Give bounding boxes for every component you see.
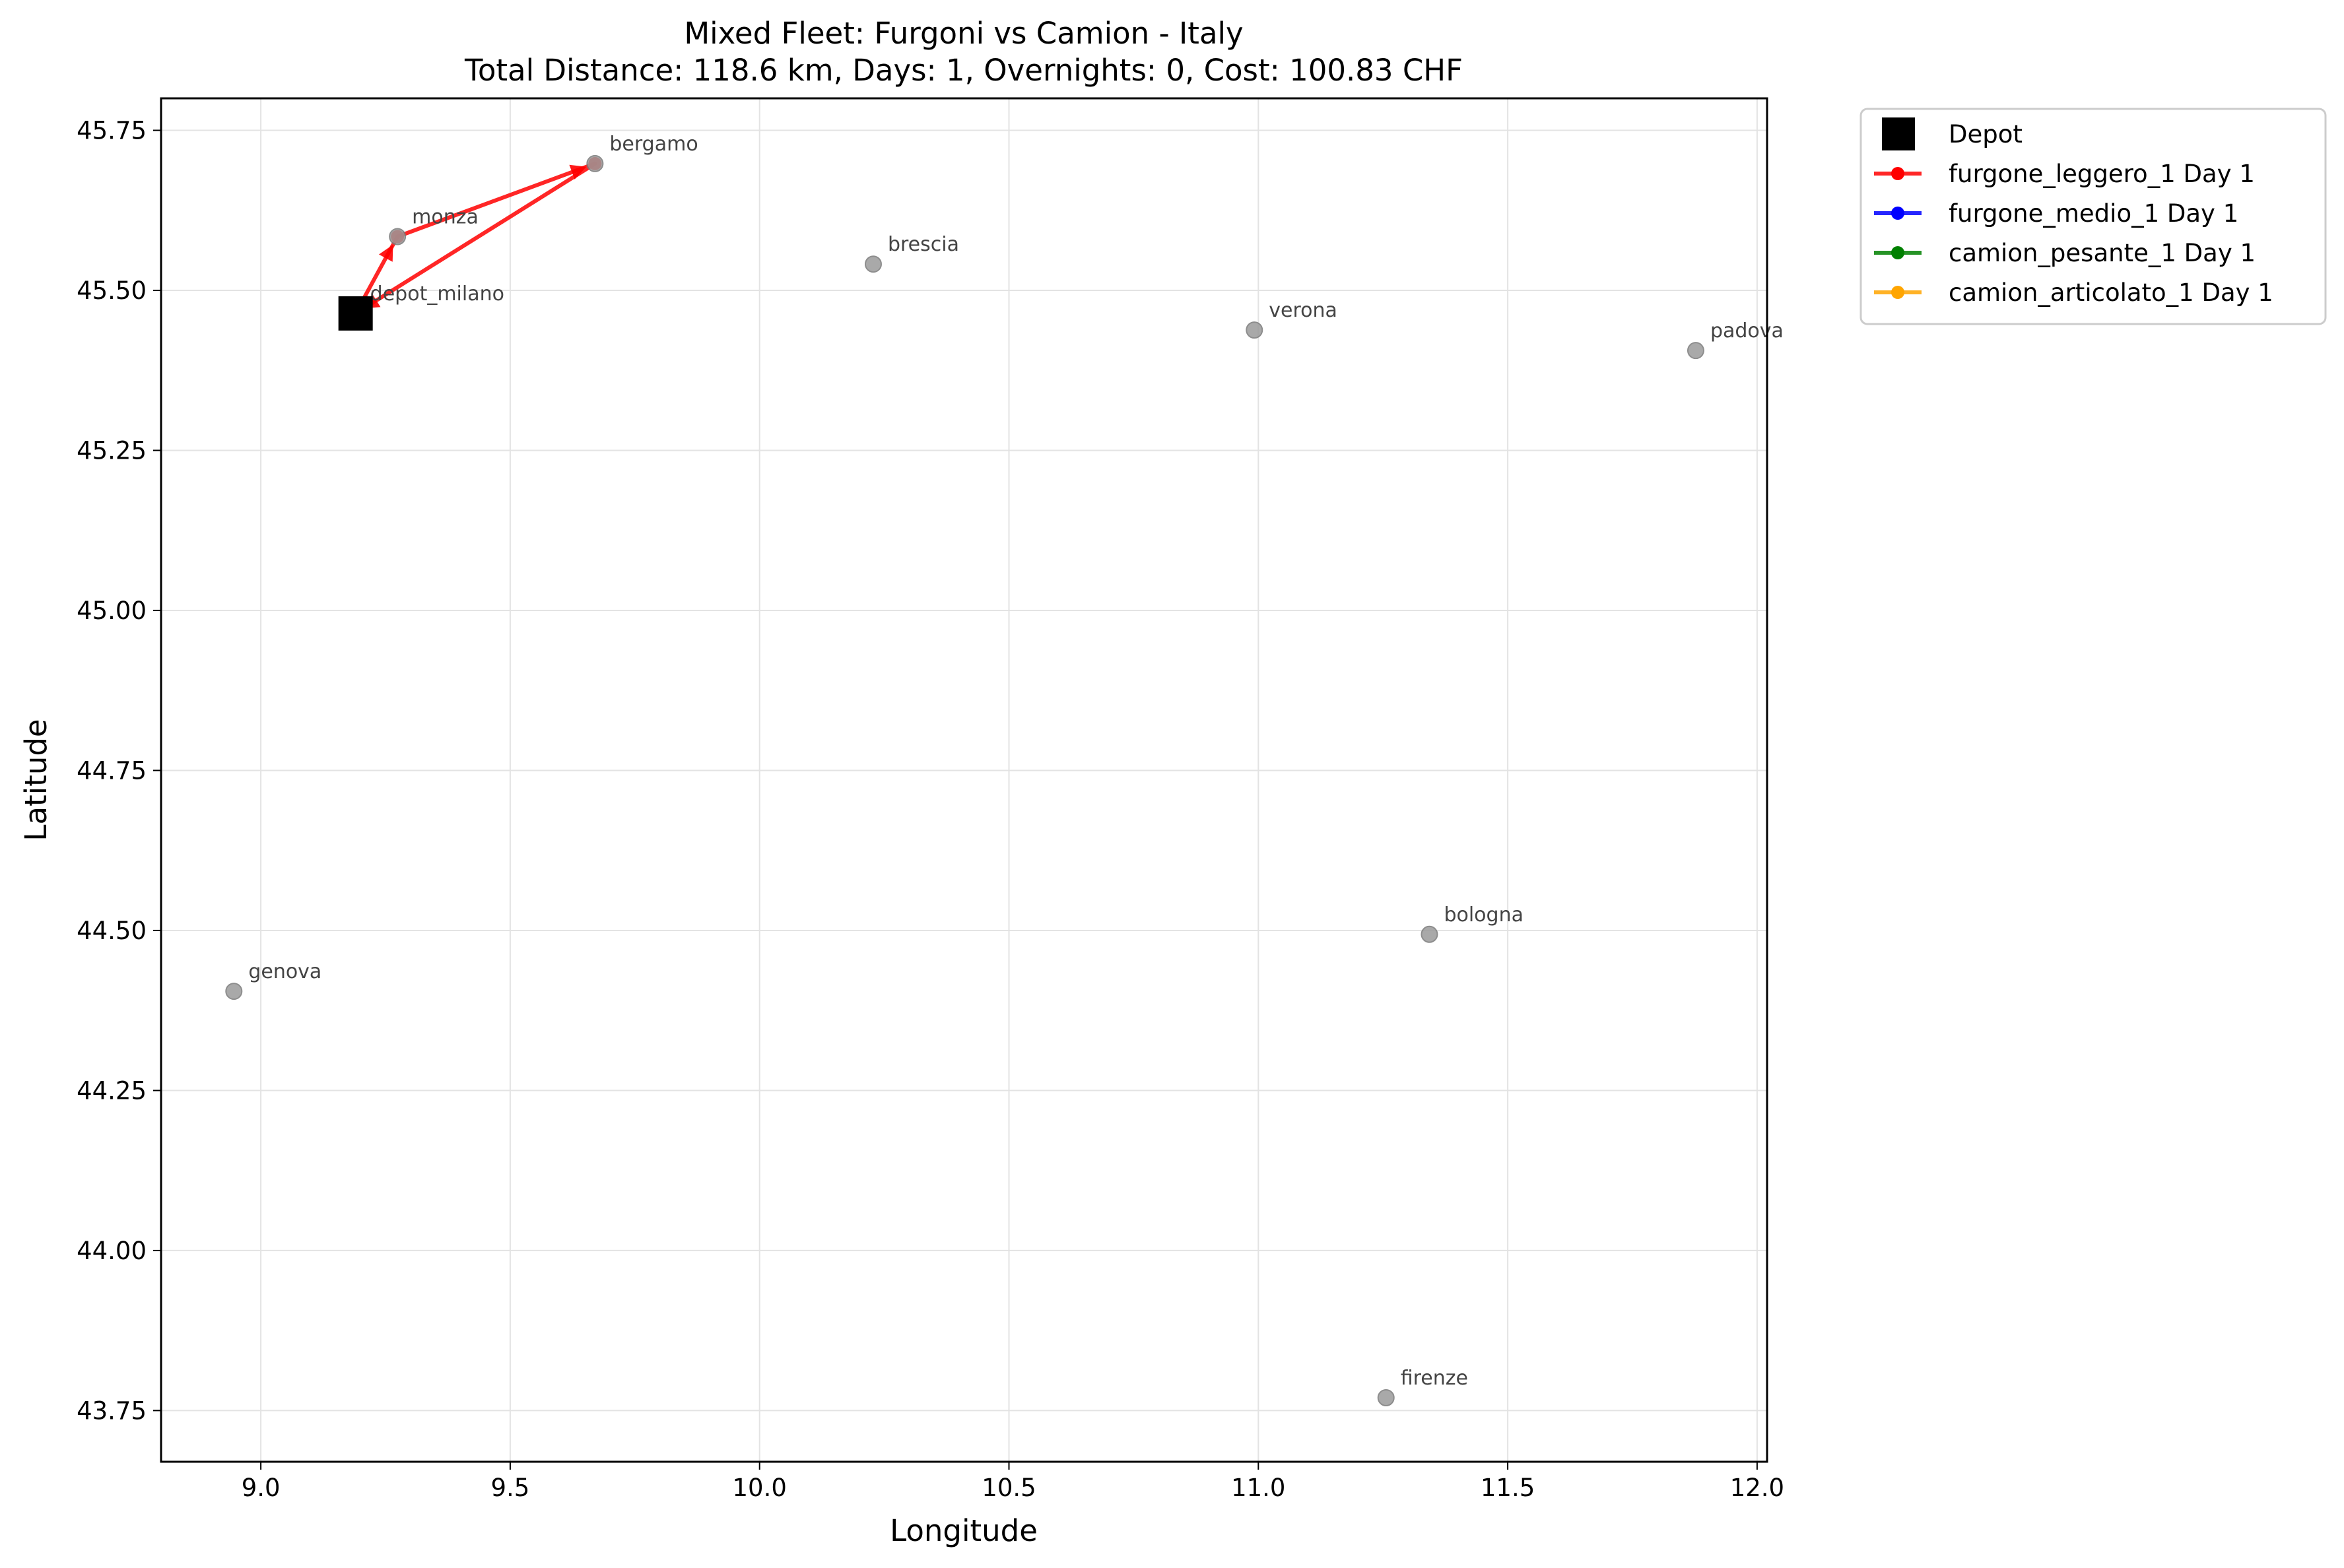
legend-label-0: Depot <box>1949 120 2023 148</box>
city-label-bologna: bologna <box>1444 903 1524 927</box>
legend: Depot furgone_leggero_1 Day 1 furgone_medi… <box>1859 108 2327 325</box>
city-point-brescia <box>864 255 882 273</box>
legend-label-4: camion_articolato_1 Day 1 <box>1949 278 2273 307</box>
route-arrow <box>569 164 587 180</box>
city-label-padova: padova <box>1710 319 1784 343</box>
y-tick-label: 45.00 <box>77 597 147 625</box>
cities-layer: depot_milano monza bergamo brescia verona pad… <box>225 133 1784 1407</box>
legend-marker-3 <box>1891 286 1904 299</box>
route-arrow <box>378 244 393 262</box>
city-label-brescia: brescia <box>888 233 959 256</box>
legend-marker-1 <box>1891 207 1904 220</box>
legend-label-2: furgone_medio_1 Day 1 <box>1949 199 2238 228</box>
city-point-padova <box>1687 342 1704 360</box>
legend-label-1: furgone_leggero_1 Day 1 <box>1949 160 2255 188</box>
legend-marker-0 <box>1891 167 1904 180</box>
plot-frame <box>160 97 1768 1463</box>
city-label-genova: genova <box>248 960 321 983</box>
city-label-depot_milano: depot_milano <box>370 282 504 306</box>
y-tick-label: 44.25 <box>77 1076 147 1105</box>
city-point-genova <box>225 983 243 1000</box>
city-point-firenze <box>1377 1389 1395 1407</box>
y-tick-label: 45.50 <box>77 277 147 305</box>
depot-marker <box>338 296 373 331</box>
y-tick-label: 44.50 <box>77 917 147 945</box>
x-axis-label: Longitude <box>890 1513 1038 1548</box>
x-tick-label: 11.5 <box>1481 1474 1535 1502</box>
route-line-0 <box>354 161 597 315</box>
y-tick-label: 44.75 <box>77 756 147 785</box>
x-axis-ticks: 9.0 9.5 10.0 10.5 11.0 11.5 12.0 <box>242 1462 1784 1502</box>
legend-label-3: camion_pesante_1 Day 1 <box>1949 239 2256 267</box>
y-tick-label: 45.75 <box>77 116 147 145</box>
legend-frame <box>1859 108 2327 325</box>
x-tick-label: 9.0 <box>242 1474 281 1502</box>
x-tick-label: 11.0 <box>1231 1474 1285 1502</box>
y-tick-label: 45.25 <box>77 436 147 465</box>
city-point-bergamo <box>586 154 604 172</box>
legend-depot-marker <box>1882 117 1915 150</box>
y-axis-ticks: 43.75 44.00 44.25 44.50 44.75 45.00 45.25 45.50… <box>77 116 161 1425</box>
depot-layer <box>338 296 373 331</box>
city-label-verona: verona <box>1269 299 1337 322</box>
city-label-firenze: firenze <box>1401 1367 1468 1390</box>
x-tick-label: 9.5 <box>490 1474 529 1502</box>
x-tick-label: 10.5 <box>982 1474 1036 1502</box>
grid-lines <box>161 98 1767 1462</box>
legend-marker-2 <box>1891 246 1904 259</box>
y-tick-label: 43.75 <box>77 1396 147 1425</box>
city-label-monza: monza <box>412 206 479 229</box>
y-axis-label: Latitude <box>18 719 53 841</box>
x-tick-label: 10.0 <box>733 1474 787 1502</box>
city-point-verona <box>1246 321 1263 339</box>
city-point-monza <box>389 228 407 245</box>
chart-subtitle: Total Distance: 118.6 km, Days: 1, Overn… <box>464 53 1463 88</box>
chart-title: Mixed Fleet: Furgoni vs Camion - Italy <box>684 16 1243 51</box>
y-tick-label: 44.00 <box>77 1237 147 1265</box>
city-label-bergamo: bergamo <box>609 133 698 156</box>
city-point-bologna <box>1421 925 1438 943</box>
x-tick-label: 12.0 <box>1730 1474 1784 1502</box>
